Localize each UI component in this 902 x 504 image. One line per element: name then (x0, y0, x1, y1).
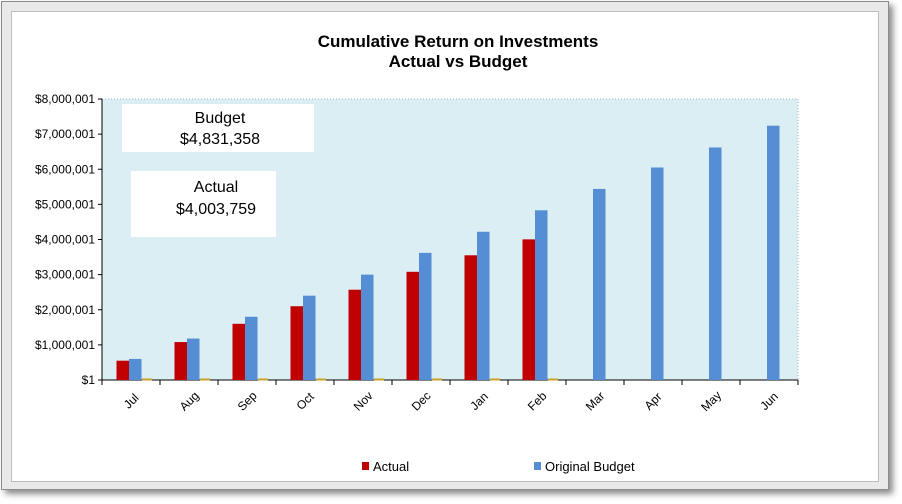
y-tick-label: $1,000,001 (35, 338, 95, 352)
baseline-marker (490, 378, 500, 381)
bar-actual (116, 360, 129, 380)
bar-actual (464, 255, 477, 380)
y-tick-label: $5,000,001 (35, 197, 95, 211)
y-tick-label: $7,000,001 (35, 127, 95, 141)
actual-annotation-label: Actual (194, 179, 238, 196)
baseline-marker (258, 378, 268, 381)
x-tick-label: Jan (467, 389, 491, 413)
bar-actual (348, 289, 361, 380)
bar-budget (419, 252, 432, 380)
baseline-marker (200, 378, 210, 381)
budget-annotation-value: $4,831,358 (180, 131, 260, 148)
bar-budget (709, 147, 722, 380)
legend-label-budget: Original Budget (545, 459, 635, 474)
x-tick-label: Jun (757, 389, 781, 413)
y-tick-label: $3,000,001 (35, 268, 95, 282)
y-tick-label: $4,000,001 (35, 233, 95, 247)
legend-swatch-actual (362, 462, 369, 470)
baseline-marker (142, 378, 152, 381)
y-tick-label: $1 (82, 373, 96, 387)
baseline-marker (548, 378, 558, 381)
bar-budget (535, 210, 548, 380)
bar-budget (767, 125, 780, 380)
bar-budget (651, 167, 664, 380)
bar-budget (303, 295, 316, 380)
bar-budget (245, 316, 258, 380)
y-tick-label: $2,000,001 (35, 303, 95, 317)
x-tick-label: Aug (177, 389, 202, 414)
legend-swatch-budget (534, 462, 541, 470)
x-tick-label: Jul (121, 391, 142, 412)
baseline-marker (432, 378, 442, 381)
bar-actual (406, 271, 419, 380)
actual-annotation-box: Actual $4,003,759 (131, 171, 276, 237)
bar-budget (187, 338, 200, 380)
bar-actual (232, 323, 245, 380)
bar-budget (129, 358, 142, 380)
x-tick-label: Feb (525, 389, 550, 414)
actual-annotation-value: $4,003,759 (176, 201, 256, 218)
bar-actual (522, 239, 535, 380)
x-tick-label: Oct (294, 389, 318, 413)
y-tick-label: $8,000,001 (35, 92, 95, 106)
x-tick-label: May (698, 388, 724, 414)
chart-title: Cumulative Return on Investments (318, 32, 599, 51)
x-tick-label: Mar (583, 389, 608, 414)
budget-annotation-label: Budget (195, 110, 246, 127)
chart-subtitle: Actual vs Budget (389, 52, 528, 71)
x-tick-label: Nov (351, 389, 376, 414)
x-tick-label: Apr (642, 390, 665, 413)
baseline-marker (316, 378, 326, 381)
y-tick-label: $6,000,001 (35, 162, 95, 176)
bar-budget (593, 188, 606, 380)
x-tick-label: Sep (235, 388, 260, 413)
bar-actual (290, 306, 303, 380)
x-tick-label: Dec (409, 389, 434, 414)
budget-annotation-box: Budget $4,831,358 (122, 104, 314, 152)
baseline-marker (374, 378, 384, 381)
bar-budget (477, 231, 490, 380)
legend: Actual Original Budget (362, 459, 635, 474)
legend-label-actual: Actual (373, 459, 409, 474)
bar-actual (174, 342, 187, 380)
bar-budget (361, 274, 374, 380)
